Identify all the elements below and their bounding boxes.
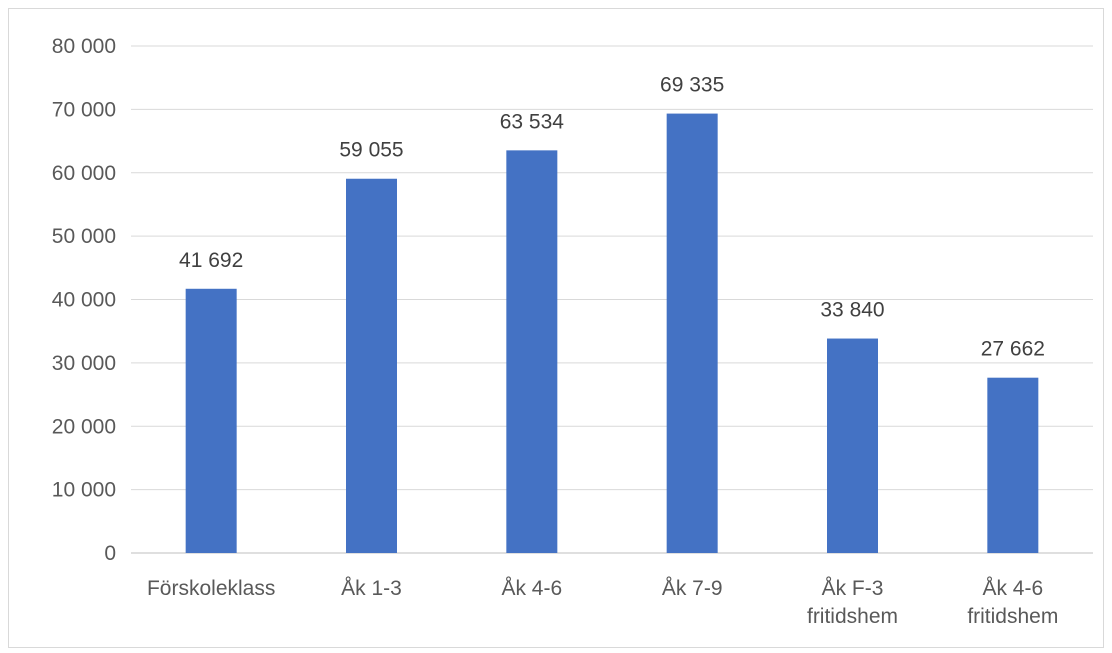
x-category-label: Förskoleklass xyxy=(147,577,275,600)
x-category-label: Åk 4-6 xyxy=(982,577,1043,600)
y-tick-label: 50 000 xyxy=(52,225,116,248)
x-category-label: fritidshem xyxy=(967,605,1058,628)
y-tick-label: 20 000 xyxy=(52,415,116,438)
bar xyxy=(987,377,1039,553)
y-tick-label: 80 000 xyxy=(52,35,116,58)
y-tick-label: 40 000 xyxy=(52,289,116,312)
label-layer: 0 10 000 20 000 30 000 40 000 50 000 60 000 70 … xyxy=(52,35,1059,628)
bar xyxy=(506,150,558,553)
data-label: 41 692 xyxy=(179,249,243,272)
bar xyxy=(827,338,878,553)
y-tick-label: 60 000 xyxy=(52,162,116,185)
y-tick-label: 0 xyxy=(104,542,116,565)
x-category-label: Åk 1-3 xyxy=(341,577,402,600)
y-tick-label: 70 000 xyxy=(52,98,116,121)
bar xyxy=(346,178,397,553)
grid-layer xyxy=(131,45,1093,554)
data-label: 69 335 xyxy=(660,74,724,97)
data-label: 59 055 xyxy=(339,139,403,162)
y-tick-label: 10 000 xyxy=(52,479,116,502)
data-label: 27 662 xyxy=(981,338,1045,361)
x-category-label: fritidshem xyxy=(807,605,898,628)
x-category-label: Åk 7-9 xyxy=(662,577,723,600)
data-label: 33 840 xyxy=(820,299,884,322)
data-label: 63 534 xyxy=(500,110,565,133)
bar xyxy=(666,113,718,553)
x-category-label: Åk 4-6 xyxy=(501,577,562,600)
y-tick-label: 30 000 xyxy=(52,352,116,375)
bar-layer xyxy=(185,113,1039,553)
x-category-label: Åk F-3 xyxy=(822,577,884,600)
bar xyxy=(185,288,237,553)
